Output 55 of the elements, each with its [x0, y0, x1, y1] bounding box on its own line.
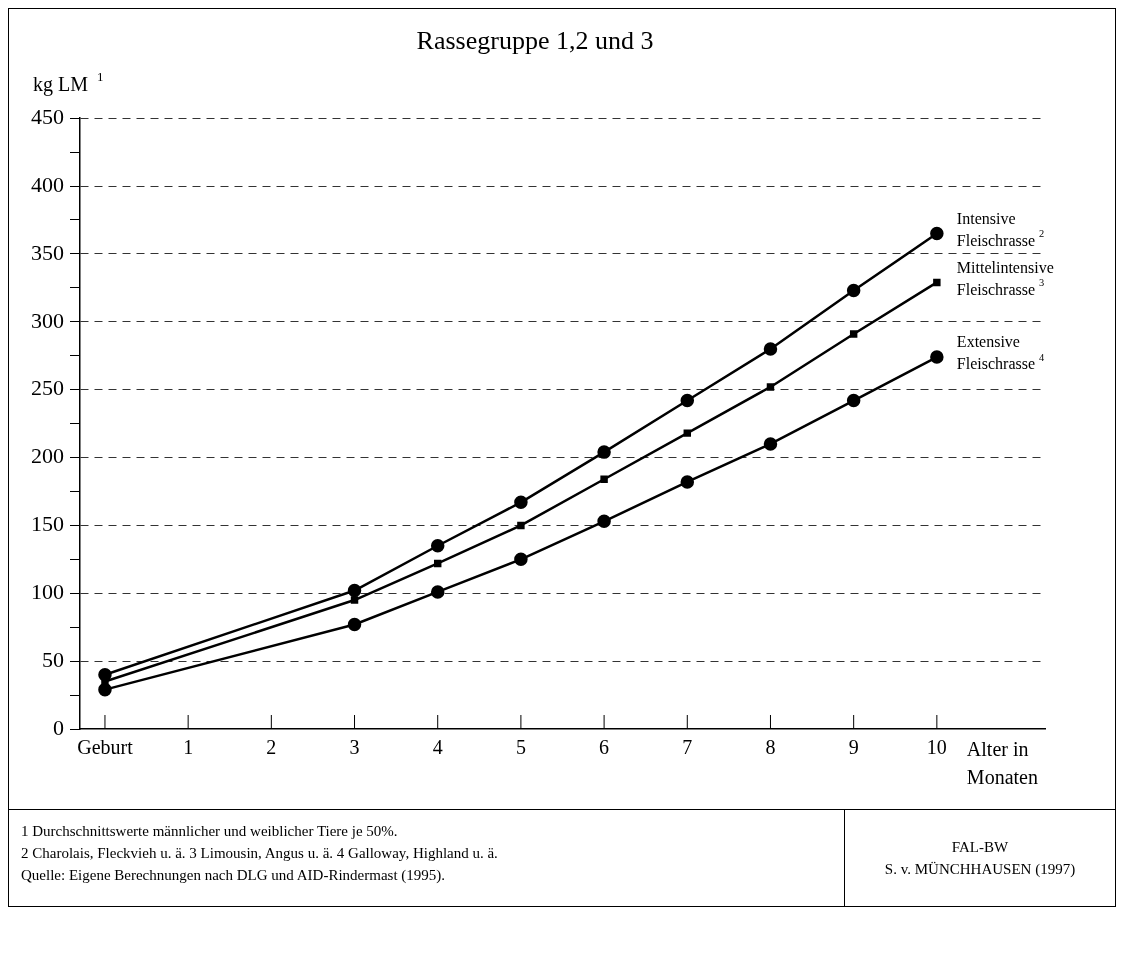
point [430, 539, 445, 553]
point [433, 559, 442, 568]
x-tick-label: 10 [926, 736, 947, 759]
point [517, 521, 525, 530]
x-tick-label: 6 [599, 736, 610, 759]
text: 2 Charolais, Fleckvieh u. ä. 3 Limousin, Angus u. ä. 4 Galloway, Highland u. ä. [21, 844, 499, 863]
point [350, 596, 359, 604]
point [683, 429, 692, 437]
y-tick-label: 450 [31, 103, 64, 129]
x-tick-label: Geburt [77, 736, 134, 759]
point [600, 475, 608, 483]
point [933, 278, 941, 287]
x-tick-label: 1 [183, 736, 194, 759]
y-tick-label: 50 [42, 646, 64, 672]
x-axis-title: Alter in Monaten [966, 738, 1038, 789]
point [763, 437, 778, 451]
y-tick-label: 250 [31, 375, 64, 401]
point [514, 552, 528, 567]
point [430, 585, 445, 599]
x-tick-label: 9 [848, 736, 859, 759]
point [597, 445, 611, 459]
point [347, 617, 362, 632]
text: FAL-BW [951, 838, 1009, 857]
source-note: Quelle: Eigene Berechnungen nach DLG und AID-Rindermast (1995). [21, 866, 447, 885]
point [930, 350, 944, 364]
point [597, 514, 611, 529]
point [849, 330, 858, 338]
x-tick-label: 5 [515, 736, 526, 759]
point [930, 226, 944, 241]
point [98, 682, 112, 697]
y-tick-label: 0 [53, 714, 64, 740]
point [846, 283, 861, 298]
y-tick-label: 150 [31, 511, 64, 537]
point [763, 342, 778, 356]
point [680, 475, 695, 489]
x-tick-label: 2 [266, 736, 277, 759]
y-tick-label: 350 [31, 239, 64, 265]
point [347, 583, 362, 598]
y-axis-title: kg LM 1 [33, 68, 104, 97]
point [846, 393, 861, 408]
y-tick-label: 200 [31, 443, 64, 469]
y-tick-label: 400 [31, 171, 64, 197]
chart-title: Rassegruppe 1,2 und 3 [416, 26, 654, 56]
text: 1 Durchschnittswerte männlicher und weiblicher Tiere je 50%. [21, 822, 399, 841]
point [680, 393, 695, 408]
y-tick-label: 100 [31, 579, 64, 605]
y-tick-label: 300 [31, 307, 64, 333]
point [98, 667, 112, 682]
text: S. v. MÜNCHHAUSEN (1997) [884, 860, 1076, 879]
x-tick-label: 8 [765, 736, 776, 759]
point [766, 383, 775, 391]
point [514, 495, 528, 510]
x-tick-label: 4 [432, 736, 443, 759]
x-tick-label: 3 [349, 736, 360, 759]
x-tick-label: 7 [682, 736, 693, 759]
